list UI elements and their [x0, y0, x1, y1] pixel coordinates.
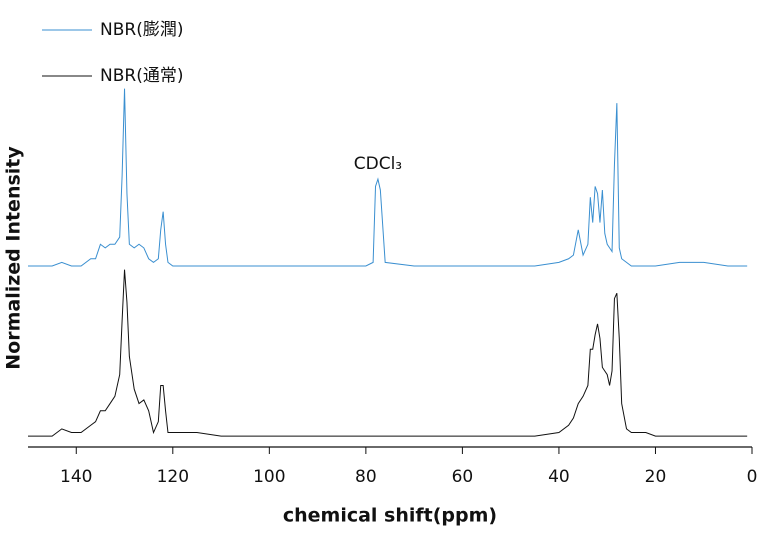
x-tick-label: 40 — [548, 467, 570, 487]
x-tick-label: 20 — [645, 467, 667, 487]
x-tick-label: 0 — [747, 467, 758, 487]
spectrum-line — [28, 269, 748, 437]
y-axis-label: Normalized Intensity — [3, 146, 25, 370]
x-tick-label: 140 — [60, 467, 92, 487]
x-tick-label: 100 — [253, 467, 285, 487]
spectrum-line — [28, 88, 748, 267]
x-tick-label: 80 — [355, 467, 377, 487]
x-tick-label: 60 — [452, 467, 474, 487]
legend-label: NBR(通常) — [100, 66, 183, 86]
x-tick-label: 120 — [157, 467, 189, 487]
annotation: CDCl₃ — [354, 154, 402, 174]
x-axis-label: chemical shift(ppm) — [283, 505, 497, 527]
legend-label: NBR(膨潤) — [100, 20, 183, 40]
